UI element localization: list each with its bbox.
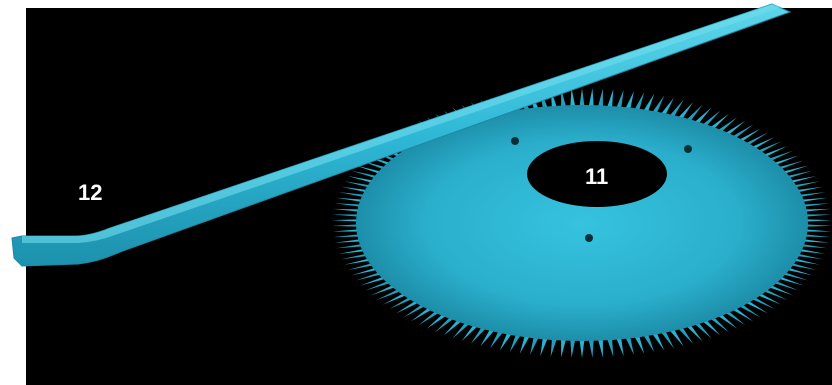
long-strip-top-face xyxy=(22,4,782,243)
part-label-11: 11 xyxy=(585,164,609,189)
disc-center-hole xyxy=(527,141,667,207)
screw-hole xyxy=(684,145,692,153)
screw-hole xyxy=(585,234,593,242)
part-label-12: 12 xyxy=(78,180,103,205)
screw-hole xyxy=(511,137,519,145)
disc-plate xyxy=(356,105,808,341)
